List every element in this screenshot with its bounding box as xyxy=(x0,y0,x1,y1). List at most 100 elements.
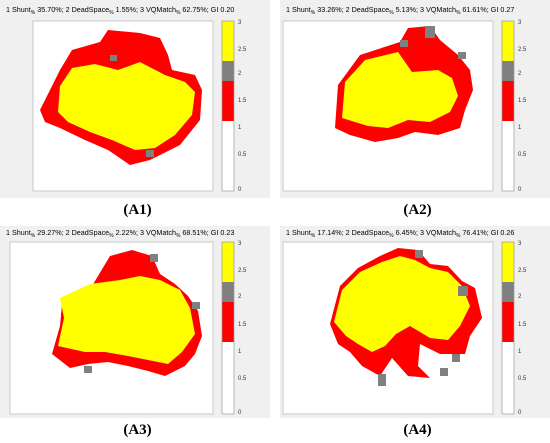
panel-caption: (A4) xyxy=(403,422,432,438)
title-deadspace-label: 17.14%; 2 DeadSpace xyxy=(315,228,389,237)
subscript: % xyxy=(109,233,114,239)
title-deadspace-label: 33.26%; 2 DeadSpace xyxy=(315,5,389,14)
panel-title: 1 Shunt% 17.14%; 2 DeadSpace% 6.45%; 3 V… xyxy=(286,228,514,239)
colorbar-gray xyxy=(502,282,514,302)
lung-map xyxy=(40,30,202,165)
yellow-match-region xyxy=(342,52,458,128)
subscript: % xyxy=(456,233,461,239)
title-shunt-label: 1 Shunt xyxy=(6,228,31,237)
colorbar-tick: 1 xyxy=(518,125,522,131)
gray-deadspace-region xyxy=(425,26,435,38)
colorbar-tick: 3 xyxy=(238,241,242,247)
title-vqmatch-label: 1.55%; 3 VQMatch xyxy=(114,5,176,14)
subscript: % xyxy=(456,10,461,16)
colorbar-frame xyxy=(221,241,235,415)
title-gi-label: 61.61%; GI 0.27 xyxy=(460,5,514,14)
colorbar-tick: 3 xyxy=(518,241,522,247)
colorbar: 3 2.5 2 1.5 1 0.5 0 xyxy=(501,241,527,416)
gray-deadspace-region xyxy=(440,368,448,376)
colorbar-tick: 1.5 xyxy=(238,98,247,104)
colorbar-tick: 2.5 xyxy=(518,47,527,53)
panel-a1: 1 Shunt% 35.70%; 2 DeadSpace% 1.55%; 3 V… xyxy=(0,0,275,218)
colorbar-yellow xyxy=(502,242,514,282)
colorbar-tick: 2.5 xyxy=(238,268,247,274)
gray-deadspace-region xyxy=(84,366,92,373)
colorbar-gray xyxy=(502,61,514,81)
colorbar-gray xyxy=(222,61,234,81)
panel-caption: (A1) xyxy=(123,202,152,218)
colorbar-tick: 2 xyxy=(238,71,242,77)
title-gi-label: 62.75%; GI 0.20 xyxy=(180,5,234,14)
colorbar-frame xyxy=(501,241,515,415)
gray-deadspace-region xyxy=(192,302,200,309)
panel-graphic: 1 Shunt% 17.14%; 2 DeadSpace% 6.45%; 3 V… xyxy=(282,228,527,416)
colorbar-frame xyxy=(221,20,235,192)
colorbar-red xyxy=(502,81,514,121)
colorbar-tick: 1.5 xyxy=(518,98,527,104)
colorbar-tick: 1.5 xyxy=(518,322,527,328)
gray-deadspace-region xyxy=(110,55,117,61)
colorbar-tick: 2.5 xyxy=(238,47,247,53)
panel-caption: (A2) xyxy=(403,202,432,218)
colorbar-tick: 1.5 xyxy=(238,322,247,328)
title-gi-label: 68.51%; GI 0.23 xyxy=(180,228,234,237)
colorbar-tick: 0 xyxy=(518,410,522,416)
subscript: % xyxy=(389,233,394,239)
colorbar-tick: 2 xyxy=(518,294,522,300)
title-vqmatch-label: 6.45%; 3 VQMatch xyxy=(394,228,456,237)
panel-caption: (A3) xyxy=(123,422,152,438)
subscript: % xyxy=(109,10,114,16)
panel-graphic: 1 Shunt% 29.27%; 2 DeadSpace% 2.22%; 3 V… xyxy=(6,228,247,416)
title-deadspace-label: 29.27%; 2 DeadSpace xyxy=(35,228,109,237)
title-vqmatch-label: 5.13%; 3 VQMatch xyxy=(394,5,456,14)
colorbar-tick: 3 xyxy=(518,20,522,26)
lung-map xyxy=(52,250,202,376)
colorbar-yellow xyxy=(222,21,234,61)
colorbar-tick: 2 xyxy=(518,71,522,77)
colorbar-white xyxy=(502,342,514,414)
panel-title: 1 Shunt% 33.26%; 2 DeadSpace% 5.13%; 3 V… xyxy=(286,5,514,16)
gray-deadspace-region xyxy=(415,250,423,258)
colorbar-red xyxy=(502,302,514,342)
yellow-match-region xyxy=(334,256,470,352)
subscript: % xyxy=(31,10,36,16)
colorbar-tick: 0 xyxy=(238,187,242,193)
yellow-match-region xyxy=(58,62,195,150)
panel-title: 1 Shunt% 35.70%; 2 DeadSpace% 1.55%; 3 V… xyxy=(6,5,234,16)
lung-map xyxy=(330,248,482,386)
panel-a2: 1 Shunt% 33.26%; 2 DeadSpace% 5.13%; 3 V… xyxy=(280,0,550,218)
gray-deadspace-region xyxy=(378,374,386,386)
title-vqmatch-label: 2.22%; 3 VQMatch xyxy=(114,228,176,237)
title-shunt-label: 1 Shunt xyxy=(286,228,311,237)
gray-deadspace-region xyxy=(452,354,460,362)
colorbar-white xyxy=(222,342,234,414)
subscript: % xyxy=(176,233,181,239)
colorbar: 3 2.5 2 1.5 1 0.5 0 xyxy=(221,241,247,416)
colorbar-red xyxy=(222,81,234,121)
colorbar-tick: 1 xyxy=(518,349,522,355)
colorbar-tick: 0.5 xyxy=(238,152,247,158)
colorbar-tick: 3 xyxy=(238,20,242,26)
panel-title: 1 Shunt% 29.27%; 2 DeadSpace% 2.22%; 3 V… xyxy=(6,228,234,239)
yellow-match-region xyxy=(58,276,195,364)
subscript: % xyxy=(311,233,316,239)
colorbar-white xyxy=(502,121,514,191)
colorbar-tick: 0.5 xyxy=(518,376,527,382)
gray-deadspace-region xyxy=(146,150,154,157)
colorbar-gray xyxy=(222,282,234,302)
panel-graphic: 1 Shunt% 33.26%; 2 DeadSpace% 5.13%; 3 V… xyxy=(282,5,527,193)
colorbar-tick: 1 xyxy=(238,125,242,131)
title-gi-label: 76.41%; GI 0.26 xyxy=(460,228,514,237)
colorbar-tick: 0.5 xyxy=(238,376,247,382)
colorbar-tick: 0 xyxy=(518,187,522,193)
lung-map xyxy=(335,26,473,142)
gray-deadspace-region xyxy=(458,52,466,59)
colorbar-frame xyxy=(501,20,515,192)
gray-deadspace-region xyxy=(400,40,408,47)
gray-deadspace-region xyxy=(458,286,468,296)
panel-a3: 1 Shunt% 29.27%; 2 DeadSpace% 2.22%; 3 V… xyxy=(0,226,275,438)
title-shunt-label: 1 Shunt xyxy=(286,5,311,14)
panel-graphic: 1 Shunt% 35.70%; 2 DeadSpace% 1.55%; 3 V… xyxy=(6,5,247,193)
panel-a4: 1 Shunt% 17.14%; 2 DeadSpace% 6.45%; 3 V… xyxy=(280,226,550,438)
title-shunt-label: 1 Shunt xyxy=(6,5,31,14)
